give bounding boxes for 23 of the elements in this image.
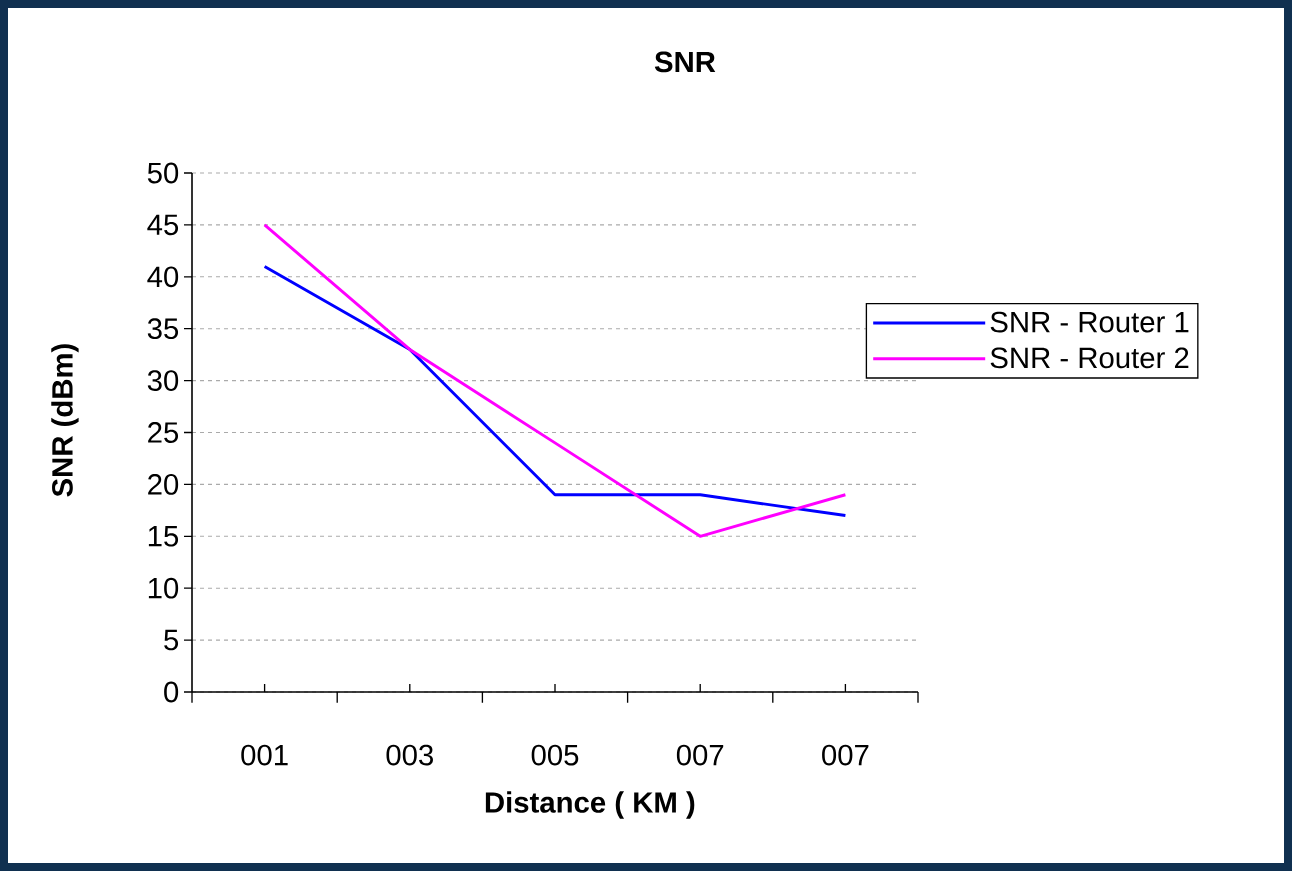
y-tick-label: 50	[147, 162, 179, 184]
y-tick-label: 10	[148, 577, 179, 599]
x-tick-label: 007	[676, 744, 724, 766]
y-tick-label: 30	[147, 370, 179, 391]
y-tick-label: 25	[148, 422, 179, 443]
x-axis-title: Distance ( KM )	[485, 791, 695, 819]
line-series	[263, 223, 847, 538]
x-tick-label: 001	[241, 744, 288, 766]
y-tick-label: 15	[148, 526, 179, 547]
y-tick-label: 45	[147, 214, 179, 236]
legend-label: SNR - Router 1	[990, 311, 1189, 333]
x-tick-label: 007	[822, 744, 869, 766]
y-tick-label: 5	[164, 629, 179, 651]
y-tick-label: 0	[164, 681, 179, 703]
y-tick-label: 20	[148, 474, 179, 495]
x-tick-label: 005	[531, 744, 579, 766]
line-series	[263, 264, 847, 518]
y-tick-label: 35	[147, 318, 179, 340]
x-tick-label: 003	[386, 744, 433, 766]
legend-label: SNR - Router 2	[990, 347, 1189, 369]
y-tick-label: 40	[147, 266, 179, 288]
y-axis-title: SNR (dBm)	[51, 344, 79, 497]
chart-title: SNR	[654, 51, 716, 73]
